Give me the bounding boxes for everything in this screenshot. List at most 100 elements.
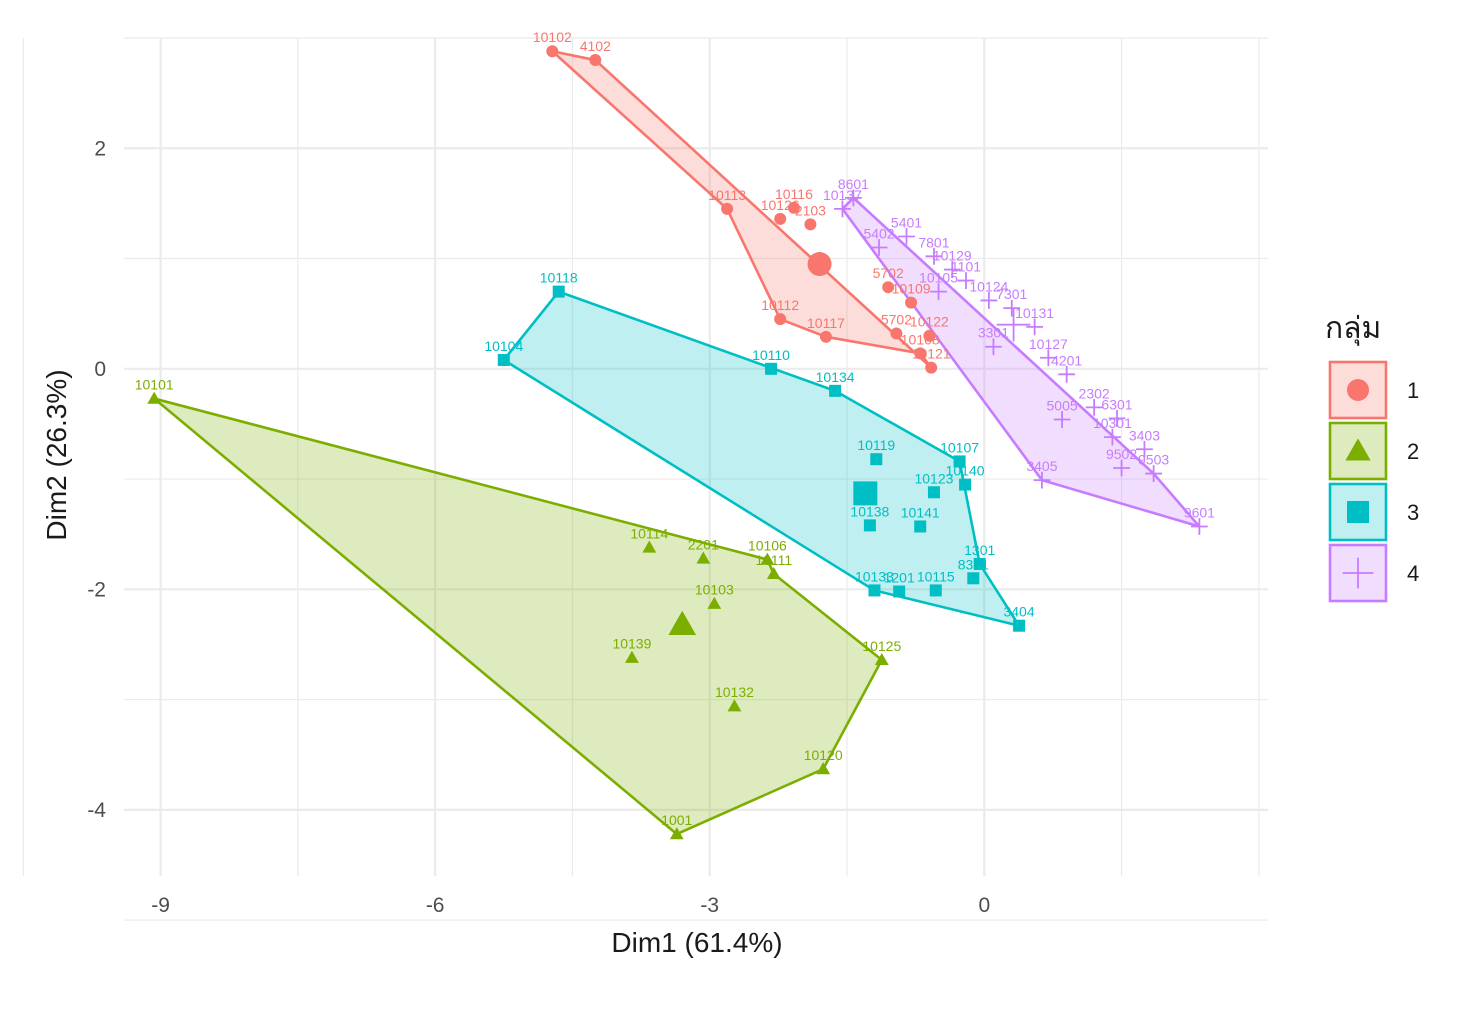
cluster-4-point: [1039, 349, 1057, 367]
cluster-2-point: [766, 566, 781, 580]
cluster-4-point: [1108, 410, 1126, 427]
cluster-3-point: [497, 353, 510, 366]
point-label: 10131: [1015, 305, 1054, 321]
cluster-1-point: [914, 347, 927, 360]
cluster-1-point: [546, 45, 559, 58]
cluster-2-point: [669, 827, 684, 840]
cluster-3-point: [829, 384, 842, 397]
point-label: 9502: [1106, 446, 1137, 462]
x-tick-label: -9: [151, 894, 170, 917]
cluster-1-point: [890, 327, 903, 340]
point-label: 10110: [752, 347, 790, 363]
cluster-4-point: [1003, 299, 1021, 317]
cluster-2-point: [696, 551, 711, 564]
legend-item-4: 4: [1328, 543, 1419, 603]
point-label: 4201: [1051, 352, 1082, 368]
point-label: 3301: [978, 325, 1009, 341]
point-label: 3404: [1003, 604, 1034, 620]
y-tick-label: 2: [94, 137, 106, 160]
legend: กลุ่ม 1 2 3 4: [1325, 311, 1419, 603]
cluster-4-point: [980, 292, 998, 309]
point-label: 10108: [901, 331, 940, 347]
legend-key-marker: [1347, 379, 1369, 401]
cluster-1-hull: [551, 49, 933, 369]
cluster-1-point: [925, 361, 938, 374]
point-label: 10139: [612, 636, 651, 652]
x-tick-label: 0: [978, 894, 990, 917]
cluster-4-point: [1058, 365, 1076, 383]
point-label: 8301: [958, 556, 989, 572]
x-axis-title: Dim1 (61.4%): [611, 927, 782, 958]
y-tick-label: -2: [87, 578, 106, 601]
legend-item-1: 1: [1328, 360, 1419, 420]
point-label: 8601: [838, 176, 869, 192]
point-label: 10112: [761, 297, 799, 313]
point-label: 10120: [804, 747, 843, 763]
cluster-3-point: [953, 455, 966, 468]
cluster-3-point: [893, 585, 906, 598]
cluster-4-point: [943, 261, 961, 278]
legend-title: กลุ่ม: [1325, 311, 1381, 347]
y-tick-label: -4: [87, 799, 106, 822]
cluster-4-point: [957, 272, 975, 289]
legend-key-box: [1328, 482, 1388, 542]
point-label: 10140: [946, 463, 985, 479]
cluster-3-point: [765, 362, 778, 375]
data-points: [147, 45, 1208, 840]
point-label: 10133: [855, 568, 894, 584]
cluster-1-point: [882, 281, 895, 294]
point-label: 10126: [761, 197, 800, 213]
cluster-3-hull: [502, 290, 1021, 628]
point-label: 2302: [1079, 385, 1110, 401]
cluster-4-point: [930, 283, 947, 301]
legend-label: 4: [1407, 561, 1419, 586]
point-label: 1301: [964, 542, 995, 558]
point-label: 10106: [748, 538, 787, 554]
cluster-3-point: [967, 572, 980, 585]
cluster-2-point: [642, 540, 657, 553]
cluster-2-point: [625, 650, 639, 663]
cluster-2-point: [816, 762, 831, 775]
point-label: 9503: [1138, 452, 1169, 468]
cluster-1-point: [589, 54, 602, 67]
legend-item-2: 2: [1328, 421, 1419, 481]
legend-key-marker: [1345, 438, 1371, 461]
point-label: 5702: [881, 312, 912, 328]
point-label: 10104: [484, 338, 523, 354]
cluster-4-hull: [841, 196, 1201, 528]
point-label: 10109: [892, 281, 931, 297]
point-label: 10113: [708, 187, 746, 203]
point-label: 10134: [816, 369, 855, 385]
point-label: 10129: [933, 248, 972, 264]
point-label: 2103: [795, 202, 826, 218]
point-label: 7801: [918, 234, 949, 250]
cluster-3-point: [914, 520, 927, 533]
point-label: 10138: [850, 503, 889, 519]
point-label: 10114: [630, 525, 668, 541]
x-tick-label: -3: [700, 894, 719, 917]
point-label: 10107: [940, 439, 979, 455]
point-label: 10301: [1093, 415, 1132, 431]
point-label: 10118: [540, 270, 578, 286]
y-tick-label: 0: [94, 358, 106, 381]
cluster-4-point: [925, 247, 943, 265]
point-label: 10115: [917, 568, 955, 584]
point-label: 10122: [910, 314, 949, 330]
point-label: 10101: [135, 377, 174, 393]
cluster-2-point: [874, 652, 889, 666]
cluster-4-point: [1104, 428, 1121, 446]
cluster-4-point: [1145, 465, 1162, 482]
cluster-1-point: [721, 202, 734, 215]
y-axis-title: Dim2 (26.3%): [41, 369, 72, 540]
cluster-3-point: [1013, 619, 1026, 632]
cluster-3-point: [870, 453, 883, 466]
point-label: 9601: [1184, 504, 1215, 520]
point-label: 3405: [1026, 458, 1057, 474]
point-label: 10117: [807, 315, 845, 331]
x-tick-label: -6: [426, 894, 445, 917]
cluster-4-point: [1085, 398, 1103, 416]
point-label: 10124: [969, 278, 1008, 294]
point-label: 10119: [857, 437, 895, 453]
